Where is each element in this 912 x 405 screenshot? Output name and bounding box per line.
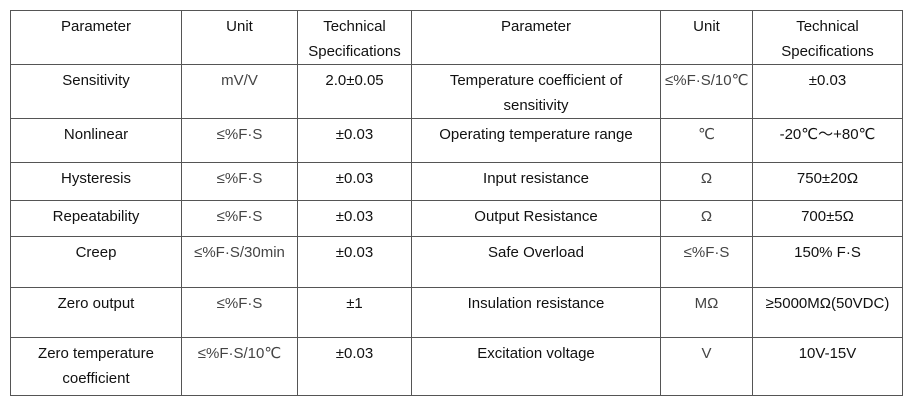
cell: ±0.03 — [297, 162, 412, 201]
cell: ℃ — [660, 118, 753, 163]
cell: V — [660, 337, 753, 396]
cell: ±0.03 — [297, 118, 412, 163]
cell: 2.0±0.05 — [297, 64, 412, 119]
cell: Excitation voltage — [411, 337, 661, 396]
cell: ≤%F·S — [181, 118, 298, 163]
cell: ±0.03 — [297, 236, 412, 288]
cell: mV/V — [181, 64, 298, 119]
cell: Operating temperature range — [411, 118, 661, 163]
cell: 10V-15V — [752, 337, 903, 396]
header-row: Parameter Unit Technical Specifications Par… — [10, 10, 903, 65]
cell: ≤%F·S/10℃ — [660, 64, 753, 119]
header-cell: Parameter — [411, 10, 661, 65]
cell: ≥5000MΩ(50VDC) — [752, 287, 903, 338]
cell: ±0.03 — [297, 337, 412, 396]
cell: Ω — [660, 162, 753, 201]
header-cell: Technical Specifications — [297, 10, 412, 65]
cell: Zero output — [10, 287, 182, 338]
cell: ±0.03 — [752, 64, 903, 119]
cell: Creep — [10, 236, 182, 288]
cell: Sensitivity — [10, 64, 182, 119]
cell: -20℃～+80℃ — [752, 118, 903, 163]
data-row: Creep ≤%F·S/30min ±0.03 Safe Overload ≤%F·S 1… — [10, 236, 903, 288]
table-body: Parameter Unit Technical Specifications Par… — [10, 10, 903, 396]
header-cell: Unit — [660, 10, 753, 65]
cell: ±0.03 — [297, 200, 412, 237]
cell: Output Resistance — [411, 200, 661, 237]
header-cell: Technical Specifications — [752, 10, 903, 65]
header-cell: Parameter — [10, 10, 182, 65]
cell: Input resistance — [411, 162, 661, 201]
data-row: Hysteresis ≤%F·S ±0.03 Input resistance Ω 750… — [10, 162, 903, 201]
cell: Insulation resistance — [411, 287, 661, 338]
cell: ≤%F·S/30min — [181, 236, 298, 288]
cell: ±1 — [297, 287, 412, 338]
cell: 750±20Ω — [752, 162, 903, 201]
cell: Temperature coefficient of sensitivity — [411, 64, 661, 119]
cell: Repeatability — [10, 200, 182, 237]
cell: ≤%F·S/10℃ — [181, 337, 298, 396]
cell: Ω — [660, 200, 753, 237]
cell: ≤%F·S — [660, 236, 753, 288]
data-row: Zero output ≤%F·S ±1 Insulation resistance M… — [10, 287, 903, 338]
cell: ≤%F·S — [181, 200, 298, 237]
spec-table: Parameter Unit Technical Specifications Par… — [10, 10, 903, 396]
cell: Hysteresis — [10, 162, 182, 201]
cell: Safe Overload — [411, 236, 661, 288]
cell: 150% F·S — [752, 236, 903, 288]
cell: ≤%F·S — [181, 162, 298, 201]
data-row: Repeatability ≤%F·S ±0.03 Output Resistance… — [10, 200, 903, 237]
data-row: Zero temperature coefficient ≤%F·S/10℃ ±0.… — [10, 337, 903, 396]
cell: Nonlinear — [10, 118, 182, 163]
header-cell: Unit — [181, 10, 298, 65]
cell: ≤%F·S — [181, 287, 298, 338]
cell: Zero temperature coefficient — [10, 337, 182, 396]
data-row: Nonlinear ≤%F·S ±0.03 Operating temperature… — [10, 118, 903, 163]
cell: 700±5Ω — [752, 200, 903, 237]
data-row: Sensitivity mV/V 2.0±0.05 Temperature coeff… — [10, 64, 903, 119]
cell: MΩ — [660, 287, 753, 338]
